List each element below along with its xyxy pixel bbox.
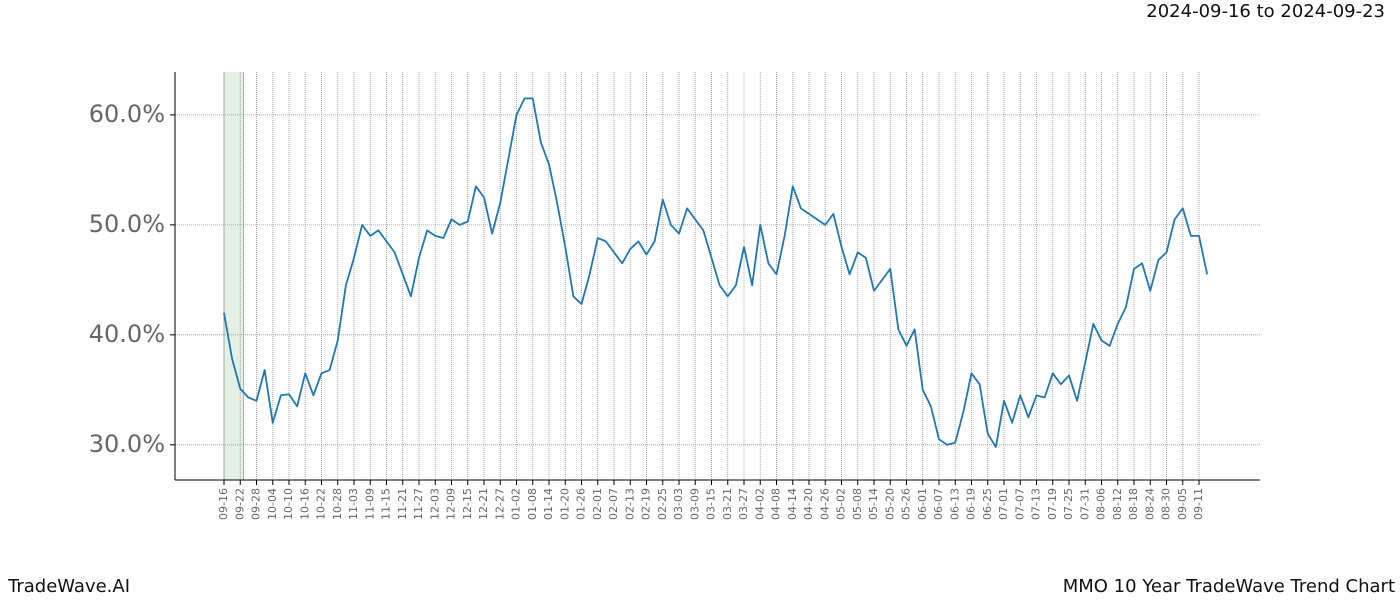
x-tick-label: 05-26 [900,488,913,520]
x-tick-label: 02-07 [607,488,620,520]
x-tick-label: 02-13 [623,488,636,520]
x-tick-label: 09-11 [1192,488,1205,520]
chart-title: MMO 10 Year TradeWave Trend Chart [1063,576,1395,597]
x-tick-label: 03-27 [737,488,750,520]
x-tick-label: 06-01 [916,488,929,520]
date-range: 2024-09-16 to 2024-09-23 [1146,1,1385,22]
x-tick-label: 12-27 [493,488,506,520]
x-tick-label: 05-02 [835,488,848,520]
x-tick-label: 05-08 [851,488,864,520]
y-tick-label: 50.0% [89,210,165,238]
x-tick-label: 08-18 [1127,488,1140,520]
x-tick-label: 06-25 [981,488,994,520]
x-tick-label: 02-01 [591,488,604,520]
x-tick-label: 01-26 [575,488,588,520]
x-tick-label: 10-16 [298,488,311,520]
x-tick-label: 07-19 [1046,488,1059,520]
y-tick-label: 40.0% [89,320,165,348]
x-tick-label: 09-22 [233,488,246,520]
x-tick-label: 12-03 [428,488,441,520]
x-tick-label: 01-20 [558,488,571,520]
x-tick-label: 10-22 [315,488,328,520]
x-tick-label: 09-16 [217,488,230,520]
x-tick-label: 08-12 [1111,488,1124,520]
highlight-band [224,72,244,480]
x-tick-label: 03-03 [672,488,685,520]
x-tick-label: 03-09 [688,488,701,520]
x-tick-label: 08-24 [1143,488,1156,520]
x-tick-label: 02-25 [656,488,669,520]
x-tick-label: 03-21 [721,488,734,520]
x-tick-label: 12-15 [461,488,474,520]
x-tick-label: 10-10 [282,488,295,520]
x-tick-label: 04-14 [786,488,799,520]
x-tick-label: 12-09 [445,488,458,520]
x-tick-label: 01-14 [542,488,555,520]
x-tick-label: 12-21 [477,488,490,520]
trend-line [223,97,1209,448]
x-tick-label: 06-07 [932,488,945,520]
x-tick-label: 10-04 [266,488,279,520]
x-tick-label: 11-21 [396,488,409,520]
y-tick-label: 30.0% [89,430,165,458]
brand: TradeWave.AI [7,576,130,597]
x-tick-label: 11-15 [380,488,393,520]
x-tick-label: 02-19 [640,488,653,520]
x-tick-label: 09-28 [250,488,263,520]
x-tick-label: 01-08 [526,488,539,520]
y-tick-label: 60.0% [89,100,165,128]
x-tick-label: 05-14 [867,488,880,520]
x-tick-label: 04-08 [770,488,783,520]
x-tick-label: 06-13 [948,488,961,520]
x-tick-label: 11-03 [347,488,360,520]
x-tick-label: 09-05 [1176,488,1189,520]
x-tick-label: 08-30 [1160,488,1173,520]
x-tick-label: 05-20 [883,488,896,520]
x-tick-label: 04-02 [753,488,766,520]
x-tick-label: 03-15 [705,488,718,520]
x-tick-label: 10-28 [331,488,344,520]
x-tick-label: 08-06 [1095,488,1108,520]
x-tick-label: 07-13 [1030,488,1043,520]
x-tick-label: 07-01 [997,488,1010,520]
x-tick-label: 07-25 [1062,488,1075,520]
x-tick-label: 11-27 [412,488,425,520]
x-tick-label: 06-19 [965,488,978,520]
x-tick-label: 11-09 [363,488,376,520]
x-tick-label: 04-20 [802,488,815,520]
x-tick-label: 07-31 [1078,488,1091,520]
x-tick-label: 07-07 [1013,488,1026,520]
x-tick-label: 04-26 [818,488,831,520]
x-tick-label: 01-02 [510,488,523,520]
